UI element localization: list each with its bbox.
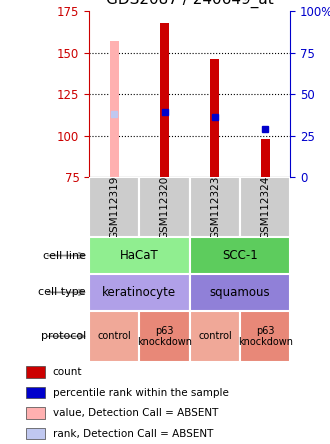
Bar <box>190 311 240 362</box>
Bar <box>89 311 140 362</box>
Bar <box>190 177 240 237</box>
Text: value, Detection Call = ABSENT: value, Detection Call = ABSENT <box>53 408 218 418</box>
Bar <box>261 139 270 177</box>
Text: control: control <box>97 331 131 341</box>
Bar <box>89 237 190 274</box>
Bar <box>26 387 45 398</box>
Text: squamous: squamous <box>210 286 270 299</box>
Bar <box>140 177 190 237</box>
Text: HaCaT: HaCaT <box>120 249 159 262</box>
Text: p63
knockdown: p63 knockdown <box>137 325 192 347</box>
Bar <box>160 23 169 177</box>
Bar <box>240 311 290 362</box>
Text: cell type: cell type <box>38 287 86 297</box>
Bar <box>89 274 190 311</box>
Bar <box>211 59 219 177</box>
Title: GDS2087 / 240649_at: GDS2087 / 240649_at <box>106 0 274 8</box>
Text: control: control <box>198 331 232 341</box>
Bar <box>190 237 290 274</box>
Text: count: count <box>53 367 82 377</box>
Text: p63
knockdown: p63 knockdown <box>238 325 293 347</box>
Text: GSM112323: GSM112323 <box>210 175 220 239</box>
Bar <box>26 366 45 378</box>
Text: GSM112319: GSM112319 <box>109 175 119 239</box>
Text: rank, Detection Call = ABSENT: rank, Detection Call = ABSENT <box>53 429 213 439</box>
Text: protocol: protocol <box>41 331 86 341</box>
Text: GSM112324: GSM112324 <box>260 175 270 239</box>
Text: keratinocyte: keratinocyte <box>102 286 177 299</box>
Bar <box>26 428 45 440</box>
Bar <box>190 274 290 311</box>
Bar <box>140 311 190 362</box>
Bar <box>240 177 290 237</box>
Text: GSM112320: GSM112320 <box>160 175 170 239</box>
Bar <box>26 408 45 419</box>
Text: cell line: cell line <box>43 250 86 261</box>
Text: SCC-1: SCC-1 <box>222 249 258 262</box>
Bar <box>110 41 119 177</box>
Bar <box>89 177 140 237</box>
Text: percentile rank within the sample: percentile rank within the sample <box>53 388 229 398</box>
